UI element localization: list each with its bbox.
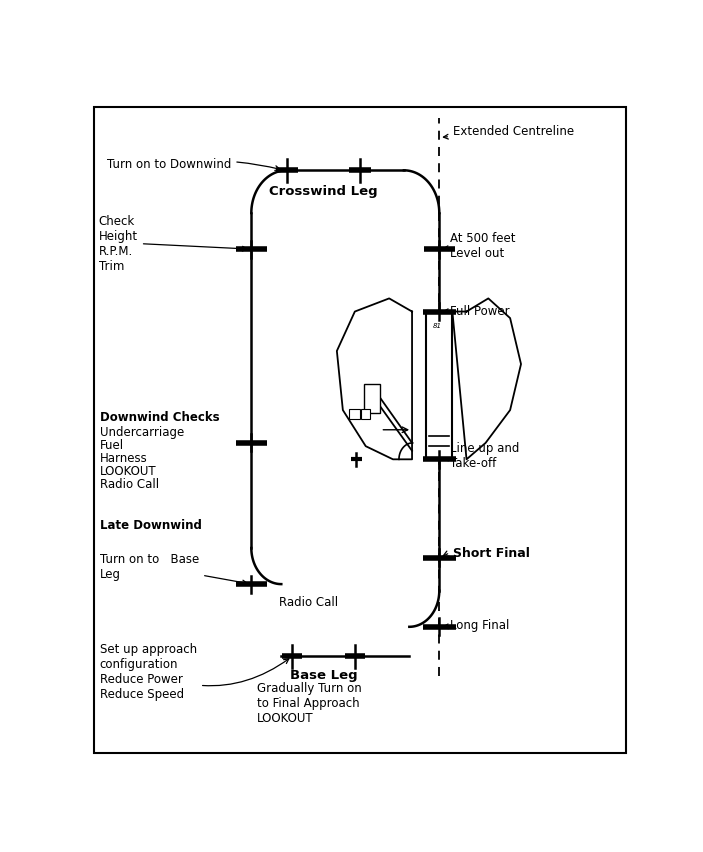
Text: Full Power: Full Power bbox=[444, 304, 510, 317]
Text: Radio Call: Radio Call bbox=[100, 477, 159, 491]
Text: Harness: Harness bbox=[100, 452, 148, 464]
Text: LOOKOUT: LOOKOUT bbox=[100, 464, 157, 477]
Bar bbox=[361, 410, 370, 420]
Bar bbox=[349, 410, 361, 420]
Bar bbox=[364, 384, 380, 414]
Text: Check
Height
R.P.M.
Trim: Check Height R.P.M. Trim bbox=[98, 215, 247, 273]
Text: Gradually Turn on
to Final Approach
LOOKOUT: Gradually Turn on to Final Approach LOOK… bbox=[257, 681, 361, 724]
Text: Undercarriage: Undercarriage bbox=[100, 425, 184, 438]
Text: At 500 feet
Level out: At 500 feet Level out bbox=[444, 231, 516, 259]
FancyBboxPatch shape bbox=[94, 107, 626, 753]
Text: Long Final: Long Final bbox=[444, 619, 510, 631]
Text: Downwind Checks: Downwind Checks bbox=[100, 411, 219, 423]
Text: Late Downwind: Late Downwind bbox=[100, 519, 202, 532]
Text: Set up approach
configuration
Reduce Power
Reduce Speed: Set up approach configuration Reduce Pow… bbox=[100, 642, 289, 700]
Text: Crosswind Leg: Crosswind Leg bbox=[269, 184, 378, 198]
Text: Turn on to Downwind: Turn on to Downwind bbox=[107, 158, 280, 171]
Text: Line up and
Take-off: Line up and Take-off bbox=[444, 441, 520, 469]
Text: 81: 81 bbox=[432, 322, 441, 328]
Text: Fuel: Fuel bbox=[100, 438, 124, 451]
Text: Base Leg: Base Leg bbox=[290, 669, 357, 682]
Text: Turn on to   Base
Leg: Turn on to Base Leg bbox=[100, 552, 247, 585]
Text: Short Final: Short Final bbox=[453, 546, 530, 560]
Text: Extended Centreline: Extended Centreline bbox=[444, 125, 574, 140]
Bar bbox=[426, 312, 452, 460]
Text: Radio Call: Radio Call bbox=[278, 596, 337, 608]
